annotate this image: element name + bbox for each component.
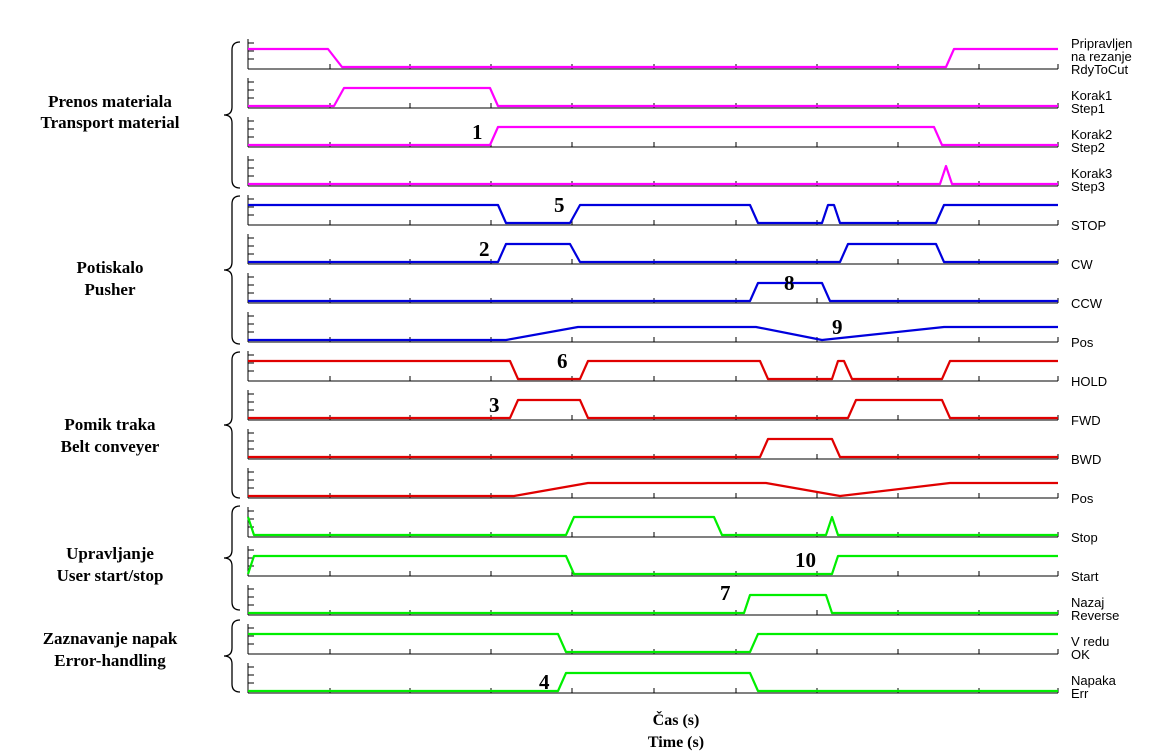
signal-alt-label-rdytocut-0-1: na rezanje (1071, 49, 1132, 64)
event-marker-10: 10 (795, 548, 816, 572)
group-transport-label-2: Transport material (41, 113, 180, 132)
signal-label-step1-1: Step1 (1071, 101, 1105, 116)
group-belt-label-2: Belt conveyer (61, 437, 160, 456)
event-marker-2: 2 (479, 237, 490, 261)
group-user-label-2: User start/stop (57, 566, 164, 585)
event-marker-4: 4 (539, 670, 550, 694)
signal-alt-label-reverse-14-0: Nazaj (1071, 595, 1104, 610)
axes-layer (247, 39, 1059, 694)
signal-label-start-13: Start (1071, 569, 1099, 584)
signal-label-stop-12: Stop (1071, 530, 1098, 545)
brace-layer (223, 41, 241, 693)
signal-alt-label-err-16-0: Napaka (1071, 673, 1117, 688)
x-axis-label-1: Čas (s) (653, 710, 700, 729)
waveform-layer (246, 47, 1058, 693)
waveform-ok-15 (248, 632, 1058, 654)
signal-label-ccw-6: CCW (1071, 296, 1103, 311)
waveform-fwd-9 (248, 398, 1058, 420)
waveform-start-13 (246, 554, 1058, 576)
signal-alt-label-step1-1-0: Korak1 (1071, 88, 1112, 103)
group-error-label-2: Error-handling (54, 651, 166, 670)
signal-label-stop-4: STOP (1071, 218, 1106, 233)
group-brace-1 (223, 195, 241, 345)
group-pusher-label-1: Potiskalo (76, 258, 143, 277)
signal-label-reverse-14: Reverse (1071, 608, 1119, 623)
group-brace-4 (223, 619, 241, 693)
signal-alt-label-rdytocut-0-0: Pripravljen (1071, 36, 1132, 51)
waveform-step2-2 (248, 125, 1058, 147)
waveform-stop-4 (248, 203, 1058, 225)
event-marker-9: 9 (832, 315, 843, 339)
group-brace-0 (223, 41, 241, 189)
signal-label-pos-7: Pos (1071, 335, 1094, 350)
signal-label-step2-2: Step2 (1071, 140, 1105, 155)
signal-alt-label-step3-3-0: Korak3 (1071, 166, 1112, 181)
waveform-cw-5 (248, 242, 1058, 264)
event-marker-8: 8 (784, 271, 795, 295)
waveform-reverse-14 (248, 593, 1058, 615)
event-marker-7: 7 (720, 581, 731, 605)
signal-label-hold-8: HOLD (1071, 374, 1107, 389)
group-brace-3 (223, 505, 241, 611)
x-axis-label-2: Time (s) (648, 734, 704, 751)
group-user-label-1: Upravljanje (66, 544, 154, 563)
signal-label-rdytocut-0: RdyToCut (1071, 62, 1128, 77)
group-pusher-label-2: Pusher (85, 280, 136, 299)
waveform-rdytocut-0 (248, 47, 1058, 69)
event-marker-6: 6 (557, 349, 568, 373)
signal-label-step3-3: Step3 (1071, 179, 1105, 194)
waveform-stop-12 (246, 515, 1058, 537)
event-marker-5: 5 (554, 193, 565, 217)
group-transport-label-1: Prenos materiala (48, 92, 172, 111)
signal-label-bwd-10: BWD (1071, 452, 1101, 467)
group-error-label-1: Zaznavanje napak (43, 629, 178, 648)
group-brace-2 (223, 351, 241, 499)
waveform-pos-11 (248, 481, 1058, 498)
waveform-hold-8 (248, 359, 1058, 381)
signal-label-fwd-9: FWD (1071, 413, 1101, 428)
signal-alt-label-step2-2-0: Korak2 (1071, 127, 1112, 142)
waveform-step3-3 (248, 164, 1058, 186)
event-marker-3: 3 (489, 393, 500, 417)
signal-alt-label-ok-15-0: V redu (1071, 634, 1109, 649)
waveform-err-16 (248, 671, 1058, 693)
group-belt-label-1: Pomik traka (64, 415, 156, 434)
signal-label-err-16: Err (1071, 686, 1089, 701)
signal-label-ok-15: OK (1071, 647, 1090, 662)
waveform-pos-7 (248, 325, 1058, 342)
signal-label-pos-11: Pos (1071, 491, 1094, 506)
waveform-step1-1 (248, 86, 1058, 108)
signal-label-cw-5: CW (1071, 257, 1093, 272)
waveform-ccw-6 (248, 281, 1058, 303)
event-marker-1: 1 (472, 120, 483, 144)
waveform-bwd-10 (248, 437, 1058, 459)
